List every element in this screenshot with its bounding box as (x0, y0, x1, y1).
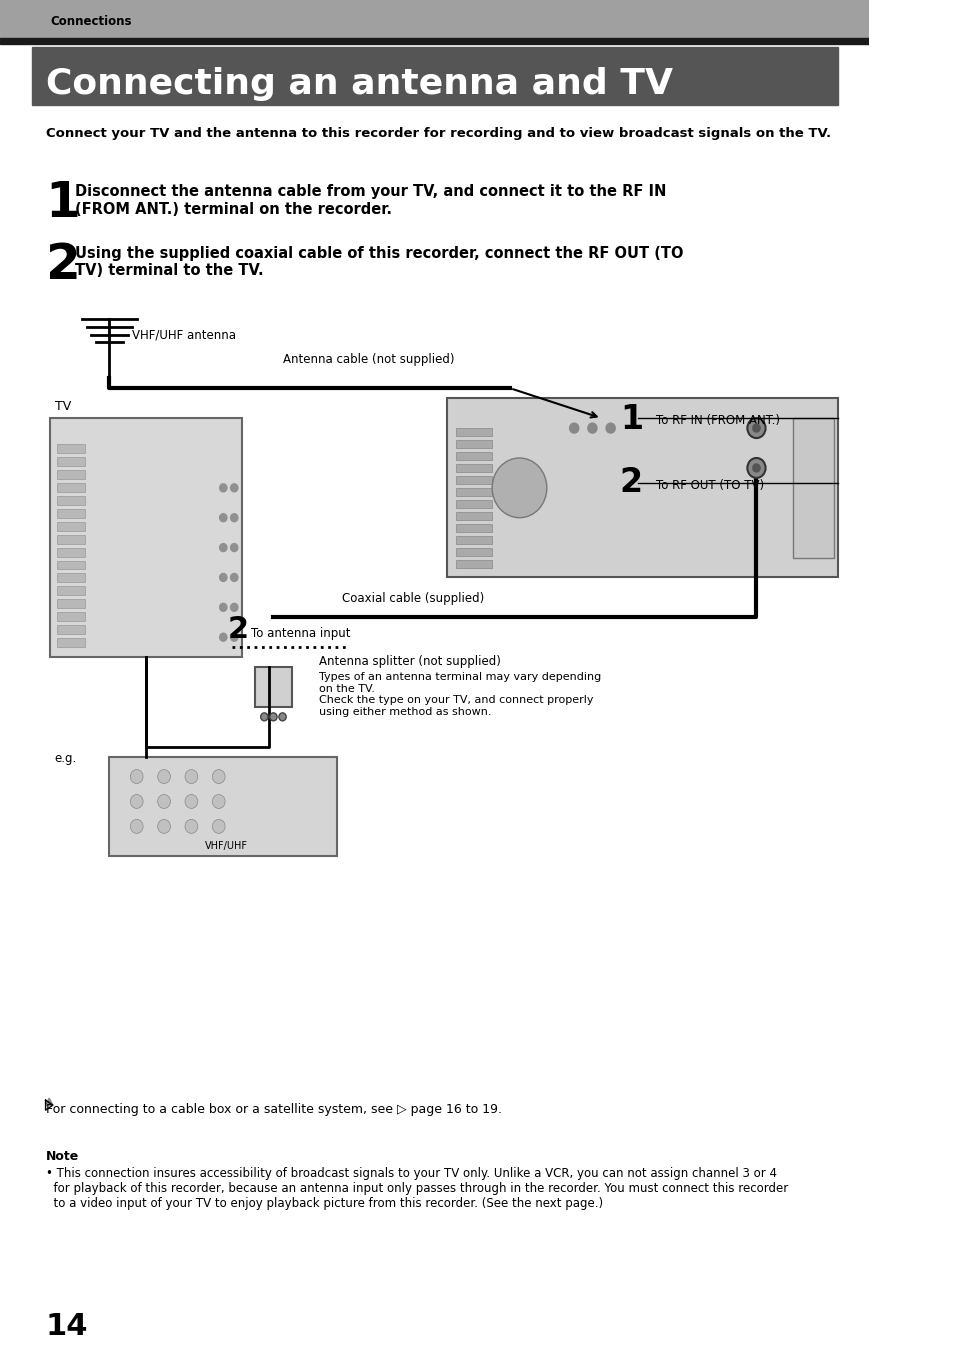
Bar (456, 429, 492, 437)
Circle shape (185, 820, 197, 833)
Text: Connecting an antenna and TV: Connecting an antenna and TV (46, 66, 672, 101)
Text: 1: 1 (46, 179, 80, 228)
Text: For connecting to a cable box or a satellite system, see ▷ page 16 to 19.: For connecting to a cable box or a satel… (46, 1103, 501, 1116)
Text: Connections: Connections (51, 15, 132, 28)
Bar (446, 398, 838, 577)
Bar (254, 667, 292, 706)
Circle shape (587, 423, 597, 433)
Circle shape (157, 794, 171, 809)
Circle shape (260, 713, 268, 721)
Circle shape (157, 770, 171, 783)
Bar (456, 488, 492, 496)
Bar (456, 547, 492, 555)
Bar (0, 0, 868, 38)
Text: Note: Note (46, 1150, 79, 1163)
Text: Coaxial cable (supplied): Coaxial cable (supplied) (341, 592, 483, 605)
Circle shape (219, 604, 227, 611)
Circle shape (213, 794, 225, 809)
Bar (456, 523, 492, 531)
Bar (456, 559, 492, 568)
Text: VHF/UHF antenna: VHF/UHF antenna (132, 329, 236, 341)
Text: Types of an antenna terminal may vary depending
on the TV.
Check the type on you: Types of an antenna terminal may vary de… (318, 673, 600, 717)
Circle shape (219, 484, 227, 492)
Bar (57, 470, 85, 479)
Bar (31, 47, 837, 105)
Bar (57, 573, 85, 582)
Bar (792, 418, 833, 558)
Text: To RF IN (FROM ANT.): To RF IN (FROM ANT.) (656, 414, 780, 427)
Bar (57, 496, 85, 504)
Text: TV: TV (54, 400, 71, 414)
Circle shape (219, 514, 227, 522)
Circle shape (231, 514, 237, 522)
Bar (456, 464, 492, 472)
Bar (57, 508, 85, 518)
Circle shape (231, 573, 237, 581)
Text: Connect your TV and the antenna to this recorder for recording and to view broad: Connect your TV and the antenna to this … (46, 128, 830, 140)
Text: 2: 2 (228, 615, 249, 644)
Bar (57, 457, 85, 466)
Bar (57, 443, 85, 453)
Bar (57, 625, 85, 634)
Circle shape (185, 770, 197, 783)
Circle shape (157, 820, 171, 833)
Circle shape (605, 423, 615, 433)
Circle shape (278, 713, 286, 721)
Text: To RF OUT (TO TV): To RF OUT (TO TV) (656, 479, 763, 492)
Circle shape (131, 770, 143, 783)
Circle shape (131, 820, 143, 833)
Bar (456, 476, 492, 484)
Circle shape (270, 713, 276, 721)
Bar (57, 561, 85, 569)
Bar (51, 418, 241, 656)
Circle shape (213, 770, 225, 783)
Bar (110, 756, 336, 856)
Circle shape (219, 634, 227, 642)
Bar (57, 535, 85, 543)
Bar (456, 500, 492, 508)
Bar (456, 439, 492, 448)
Circle shape (231, 604, 237, 611)
Circle shape (231, 484, 237, 492)
Bar (57, 638, 85, 647)
Circle shape (746, 458, 764, 479)
Circle shape (752, 464, 760, 472)
Text: 2: 2 (46, 241, 80, 288)
Circle shape (569, 423, 578, 433)
Text: 14: 14 (46, 1312, 88, 1341)
Bar (57, 586, 85, 596)
Bar (456, 535, 492, 543)
Text: To antenna input: To antenna input (251, 627, 350, 640)
Text: 1: 1 (619, 403, 642, 437)
Circle shape (492, 458, 546, 518)
Circle shape (752, 425, 760, 433)
Bar (456, 452, 492, 460)
Bar (57, 612, 85, 621)
Circle shape (213, 820, 225, 833)
Text: Disconnect the antenna cable from your TV, and connect it to the RF IN
(FROM ANT: Disconnect the antenna cable from your T… (74, 185, 665, 217)
Text: Antenna splitter (not supplied): Antenna splitter (not supplied) (318, 655, 500, 669)
Circle shape (219, 573, 227, 581)
Circle shape (231, 634, 237, 642)
Circle shape (131, 794, 143, 809)
Text: • This connection insures accessibility of broadcast signals to your TV only. Un: • This connection insures accessibility … (46, 1167, 787, 1211)
Bar (0, 38, 868, 43)
Bar (57, 600, 85, 608)
Bar (456, 512, 492, 520)
Text: 2: 2 (619, 466, 642, 499)
Circle shape (231, 543, 237, 551)
Circle shape (746, 418, 764, 438)
Text: Using the supplied coaxial cable of this recorder, connect the RF OUT (TO
TV) te: Using the supplied coaxial cable of this… (74, 245, 682, 278)
Text: e.g.: e.g. (54, 752, 77, 764)
Circle shape (219, 543, 227, 551)
Bar (57, 547, 85, 557)
Text: VHF/UHF: VHF/UHF (205, 841, 248, 852)
Text: Antenna cable (not supplied): Antenna cable (not supplied) (282, 353, 454, 367)
Bar (57, 483, 85, 492)
Polygon shape (46, 1099, 52, 1105)
Bar (57, 522, 85, 531)
Circle shape (185, 794, 197, 809)
